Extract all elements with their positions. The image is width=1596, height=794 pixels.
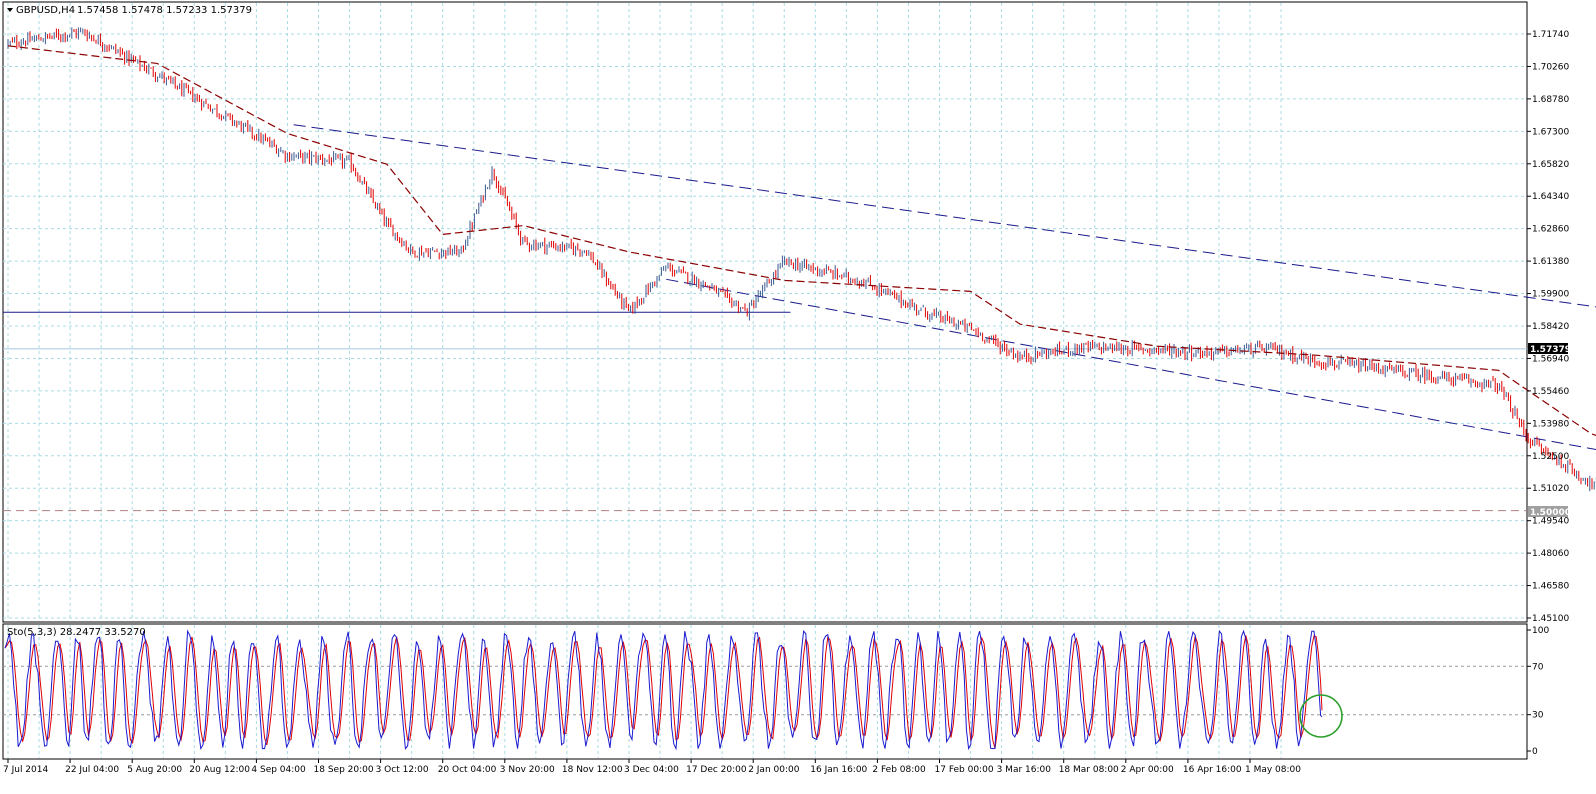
price-tick-label: 1.67300 — [1532, 127, 1569, 137]
stoch-main-line — [4, 629, 1323, 751]
stochastic-lines — [4, 629, 1323, 751]
time-tick-label: 5 Aug 20:00 — [127, 765, 182, 775]
price-tick-label: 1.59900 — [1532, 290, 1569, 300]
ohlc-values: 1.57458 1.57478 1.57233 1.57379 — [77, 5, 252, 16]
indicator-tick-label: 70 — [1532, 662, 1544, 672]
price-tick-label: 1.55460 — [1532, 387, 1569, 397]
price-tick-label: 1.49540 — [1532, 517, 1569, 527]
time-tick-label: 2 Jan 00:00 — [748, 765, 800, 775]
time-axis[interactable]: 7 Jul 2014 22 Jul 04:00 5 Aug 20:00 20 Aug … — [3, 759, 1301, 775]
time-tick-label: 17 Feb 00:00 — [935, 765, 994, 775]
time-tick-label: 16 Jan 16:00 — [810, 765, 867, 775]
time-tick-label: 3 Dec 04:00 — [624, 765, 679, 775]
price-tick-label: 1.62860 — [1532, 225, 1569, 235]
time-tick-label: 22 Jul 04:00 — [65, 765, 119, 775]
symbol-label: GBPUSD,H4 — [16, 5, 75, 16]
time-tick-label: 1 May 08:00 — [1245, 765, 1301, 775]
time-tick-label: 16 Apr 16:00 — [1183, 765, 1242, 775]
price-tick-label: 1.64340 — [1532, 192, 1569, 202]
price-tick-label: 1.61380 — [1532, 257, 1569, 267]
highlight-circle — [1299, 694, 1343, 738]
price-tick-label: 1.70260 — [1532, 62, 1569, 72]
price-tick-label: 1.56940 — [1532, 354, 1569, 364]
time-tick-label: 2 Feb 08:00 — [872, 765, 926, 775]
time-tick-label: 4 Sep 04:00 — [251, 765, 306, 775]
indicator-panel-frame — [2, 623, 1528, 760]
indicator-tick-label: 0 — [1532, 747, 1538, 757]
price-tick-label: 1.52500 — [1532, 452, 1569, 462]
indicator-axis[interactable]: 100 70 30 0 — [1527, 626, 1549, 757]
current-price-text: 1.57379 — [1530, 345, 1571, 355]
price-tick-label: 1.46580 — [1532, 582, 1569, 592]
price-tick-label: 1.65820 — [1532, 160, 1569, 170]
price-tick-label: 1.51020 — [1532, 484, 1569, 494]
round-level-text: 1.50000 — [1530, 508, 1571, 518]
time-tick-label: 7 Jul 2014 — [3, 765, 48, 775]
time-tick-label: 18 Nov 12:00 — [562, 765, 623, 775]
current-price-tag — [1528, 343, 1568, 354]
price-tick-label: 1.48060 — [1532, 549, 1569, 559]
trend-channels[interactable] — [293, 124, 1596, 617]
time-tick-label: 17 Dec 20:00 — [686, 765, 747, 775]
time-tick-label: 3 Oct 12:00 — [376, 765, 429, 775]
time-tick-label: 20 Oct 04:00 — [438, 765, 497, 775]
price-tick-label: 1.71740 — [1532, 30, 1569, 40]
time-tick-label: 2 Apr 00:00 — [1121, 765, 1174, 775]
price-tick-label: 1.53980 — [1532, 419, 1569, 429]
indicator-label: Sto(5,3,3) 28.2477 33.5270 — [7, 627, 146, 638]
indicator-tick-label: 100 — [1532, 626, 1549, 636]
time-tick-label: 18 Sep 20:00 — [314, 765, 374, 775]
price-tick-label: 1.68780 — [1532, 95, 1569, 105]
down-channel-lower — [666, 278, 1596, 450]
price-tick-label: 1.45100 — [1532, 614, 1569, 624]
time-tick-label: 3 Mar 16:00 — [997, 765, 1052, 775]
time-tick-label: 20 Aug 12:00 — [189, 765, 250, 775]
time-tick-label: 3 Nov 20:00 — [500, 765, 555, 775]
price-axis[interactable]: 1.71740 1.70260 1.68780 1.67300 1.65820 1.643… — [1527, 30, 1569, 624]
round-level-tag — [1528, 506, 1568, 517]
moving-average-line — [7, 45, 1596, 436]
chevron-down-icon[interactable] — [7, 8, 13, 12]
price-tick-label: 1.58420 — [1532, 322, 1569, 332]
indicator-tick-label: 30 — [1532, 711, 1544, 721]
candles — [7, 27, 1596, 492]
time-tick-label: 18 Mar 08:00 — [1059, 765, 1119, 775]
